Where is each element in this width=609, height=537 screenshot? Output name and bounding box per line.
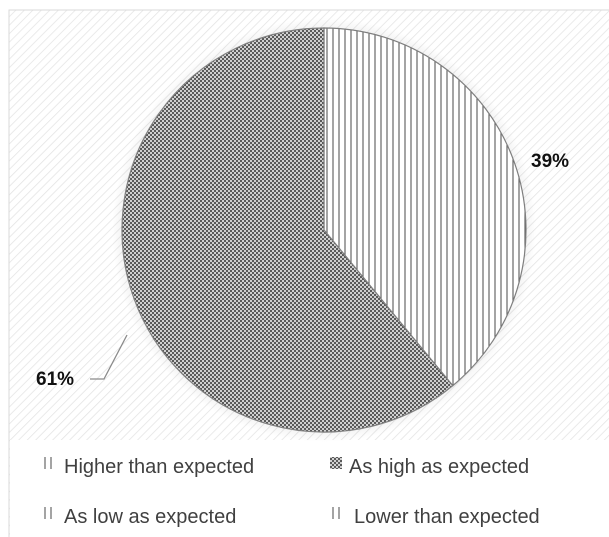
- pie-slices: [121, 27, 527, 433]
- legend-label-lower-than-expected: Lower than expected: [354, 506, 540, 528]
- legend-label-as-high-as-expected: As high as expected: [349, 456, 529, 478]
- legend-item-lower-than-expected[interactable]: Lower than expected: [330, 506, 540, 528]
- legend-swatch-higher-than-expected: [42, 457, 54, 469]
- legend: Higher than expected As high as expected…: [42, 456, 540, 528]
- legend-background: [10, 440, 609, 537]
- data-label-lower-than-expected: 39%: [531, 151, 569, 172]
- legend-item-as-low-as-expected[interactable]: As low as expected: [42, 506, 236, 528]
- legend-item-higher-than-expected[interactable]: Higher than expected: [42, 456, 254, 478]
- pie-slice-lower-than-expected[interactable]: [323, 27, 527, 387]
- leader-line-61: [90, 334, 128, 380]
- legend-swatch-as-low-as-expected: [42, 507, 54, 519]
- legend-swatch-as-high-as-expected: [330, 457, 342, 469]
- legend-label-higher-than-expected: Higher than expected: [64, 456, 254, 478]
- legend-swatch-lower-than-expected: [330, 507, 342, 519]
- legend-item-as-high-as-expected[interactable]: As high as expected: [330, 456, 529, 478]
- pie-slice-as-high-as-expected[interactable]: [121, 27, 454, 433]
- data-label-as-high-as-expected: 61%: [36, 369, 74, 390]
- legend-label-as-low-as-expected: As low as expected: [64, 506, 236, 528]
